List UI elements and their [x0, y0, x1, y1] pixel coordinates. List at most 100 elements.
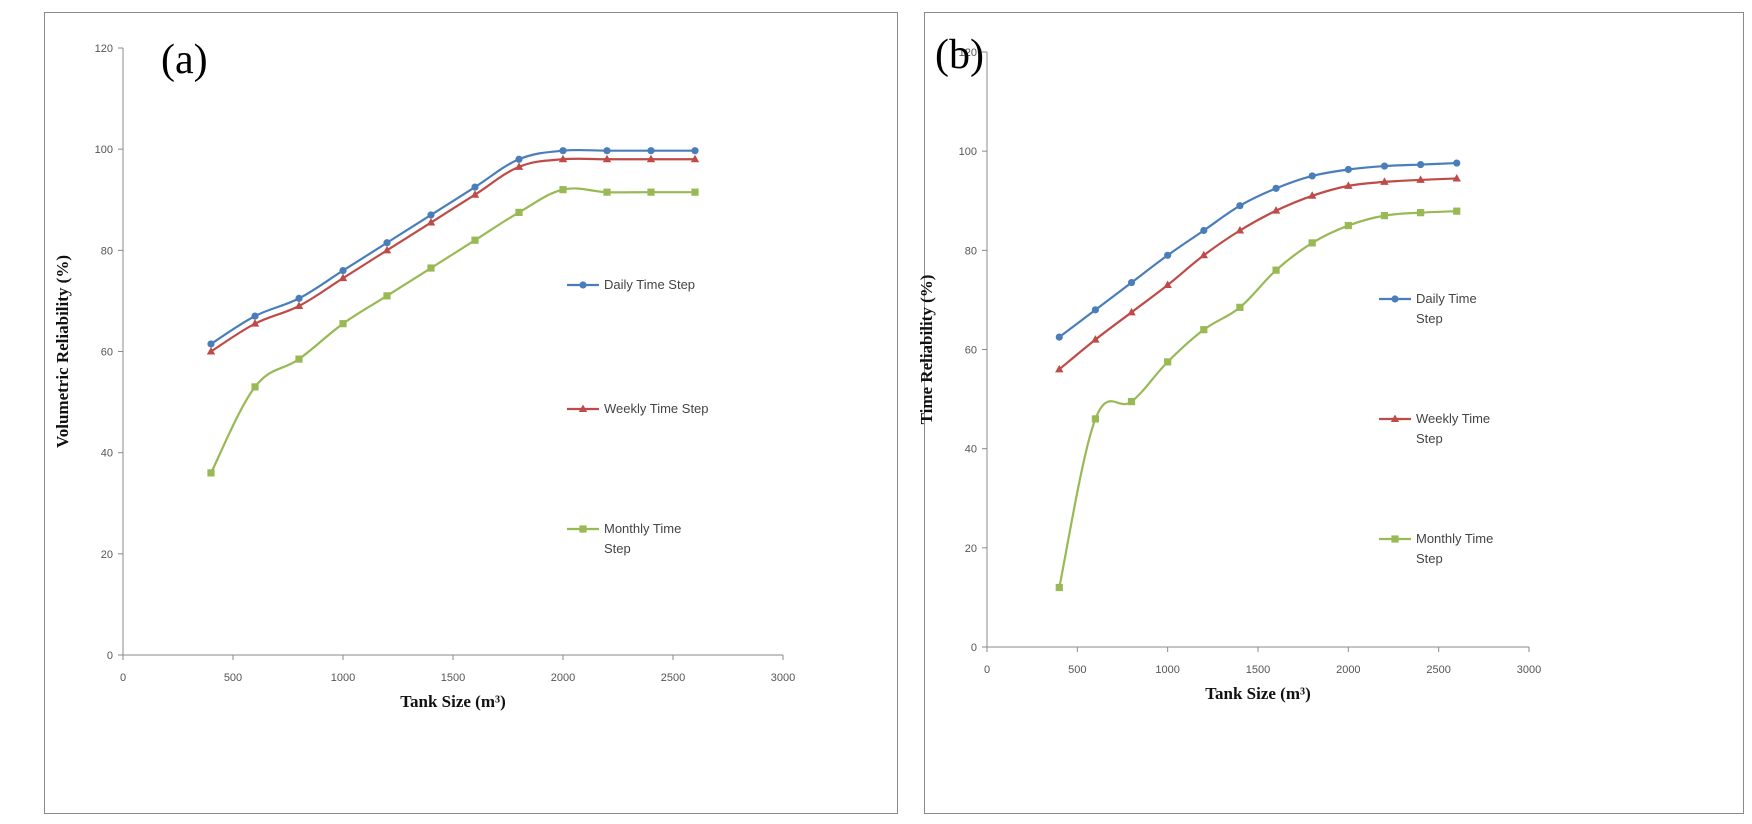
data-point — [602, 154, 612, 163]
x-tick-label: 0 — [984, 664, 990, 676]
data-point — [646, 154, 656, 163]
data-point — [1308, 191, 1317, 199]
data-point — [690, 154, 700, 163]
y-tick-label: 40 — [965, 444, 977, 456]
legend-label: Daily Time Step — [604, 277, 695, 292]
data-point — [1453, 159, 1461, 167]
data-point — [1055, 333, 1063, 341]
x-tick-label: 1500 — [441, 672, 465, 684]
y-axis-title: Volumetric Reliability (%) — [53, 255, 72, 448]
series-line — [210, 187, 695, 474]
data-point — [514, 162, 524, 170]
series-monthly-time-step — [1055, 207, 1461, 592]
y-tick-label: 20 — [101, 549, 113, 561]
data-point — [1417, 160, 1425, 169]
data-point — [471, 236, 479, 244]
x-axis-title: Tank Size (m³) — [1205, 684, 1311, 703]
legend-marker — [579, 525, 587, 533]
data-point — [207, 469, 215, 477]
data-point — [603, 147, 611, 155]
x-tick-label: 1500 — [1246, 664, 1270, 676]
data-point — [338, 273, 348, 282]
data-point — [1055, 364, 1064, 373]
data-point — [1380, 177, 1389, 185]
data-point — [1127, 307, 1136, 316]
y-tick-label: 100 — [95, 144, 113, 156]
legend-label: Daily Time — [1416, 291, 1477, 306]
series-line — [1058, 177, 1457, 371]
data-point — [647, 147, 655, 155]
x-tick-label: 3000 — [771, 672, 795, 684]
data-point — [515, 208, 523, 216]
data-point — [383, 239, 391, 247]
chart-panel-a: 0 20 40 60 80 100 120 0 500 1000 1500 2000 2500 3000 T… — [44, 12, 898, 814]
data-point — [1235, 226, 1245, 234]
data-point — [250, 319, 260, 327]
x-tick-label: 1000 — [1155, 664, 1179, 676]
y-tick-label: 0 — [107, 650, 113, 662]
data-point — [339, 320, 347, 328]
chart-a-svg: 0 20 40 60 80 100 120 0 500 1000 1500 2000 2500 3000 T… — [53, 37, 795, 711]
legend-marker — [1390, 414, 1400, 422]
data-point — [1417, 209, 1425, 217]
data-point — [427, 211, 435, 219]
series-weekly-time-step — [206, 154, 700, 355]
data-point — [1091, 335, 1100, 343]
x-tick-label: 1000 — [331, 672, 355, 684]
data-point — [1199, 250, 1208, 259]
data-point — [1344, 181, 1353, 189]
data-point — [427, 264, 435, 272]
data-point — [1055, 583, 1063, 592]
chart-panel-b: 0 20 40 60 80 100 120 0 500 1000 1500 2000 2500 3000 T… — [917, 12, 1744, 814]
data-point — [1308, 239, 1316, 247]
data-point — [1163, 280, 1172, 289]
legend-label: Step — [1416, 431, 1443, 446]
data-point — [1344, 221, 1352, 230]
data-point — [1091, 415, 1099, 423]
y-tick-label: 60 — [965, 345, 977, 357]
data-point — [1380, 162, 1389, 170]
y-tick-label: 60 — [101, 347, 113, 359]
data-point — [647, 188, 655, 196]
x-tick-label: 500 — [224, 672, 242, 684]
panel-label: (b) — [935, 32, 984, 78]
legend-label: Monthly Time — [1416, 531, 1493, 546]
legend-label: Weekly Time — [1416, 411, 1490, 426]
data-point — [515, 155, 523, 163]
x-tick-label: 2000 — [1336, 664, 1360, 676]
y-tick-label: 120 — [95, 43, 113, 55]
legend-marker — [578, 404, 588, 412]
legend-entry: Daily Time Step — [567, 277, 695, 292]
data-point — [603, 188, 611, 196]
data-point — [1127, 278, 1136, 287]
series-line — [1058, 210, 1457, 588]
data-point — [559, 186, 567, 194]
y-tick-label: 40 — [101, 448, 113, 460]
data-point — [206, 347, 216, 355]
series-daily-time-step — [1055, 159, 1461, 341]
y-tick-label: 80 — [965, 245, 977, 257]
data-point — [1236, 303, 1244, 311]
panel-label: (a) — [161, 37, 208, 83]
data-point — [207, 340, 215, 348]
x-axis-title: Tank Size (m³) — [400, 692, 506, 711]
data-point — [470, 190, 480, 198]
data-point — [691, 188, 699, 196]
x-tick-label: 500 — [1068, 664, 1086, 676]
data-point — [1272, 266, 1280, 274]
data-point — [471, 183, 479, 191]
legend-marker — [579, 281, 587, 289]
data-point — [383, 292, 391, 300]
legend-label: Step — [1416, 311, 1443, 326]
data-point — [1308, 172, 1316, 180]
series-line — [210, 157, 695, 353]
data-point — [1164, 358, 1172, 366]
y-tick-label: 0 — [971, 642, 977, 654]
legend-label: Step — [1416, 551, 1443, 566]
data-point — [1091, 306, 1099, 314]
data-point — [295, 355, 303, 363]
data-point — [1271, 206, 1281, 214]
data-point — [1200, 326, 1208, 334]
data-point — [1452, 173, 1461, 182]
data-point — [1344, 165, 1352, 174]
